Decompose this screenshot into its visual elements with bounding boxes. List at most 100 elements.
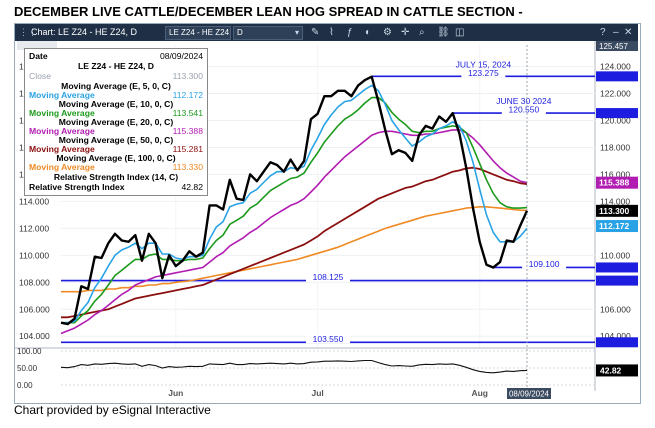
chevron-down-icon: ▾: [294, 28, 299, 37]
rsi-tick-label: 0.00: [17, 381, 33, 390]
level-value-bg: [501, 105, 546, 115]
top-value-label: 125.457: [599, 42, 628, 51]
chart-legend: Date 08/09/2024 LE Z24 - HE Z24, D Close…: [24, 48, 208, 196]
legend-study-value-row: Moving Average 113.541: [29, 108, 203, 118]
symbol-input[interactable]: LE Z24 - HE Z24: [165, 26, 231, 40]
help-icon[interactable]: ?: [600, 27, 606, 38]
legend-study-params: Moving Average (E, 50, 0, C): [58, 135, 174, 145]
level-value-label: 123.275: [468, 68, 499, 78]
legend-close-value: 113.300: [172, 71, 203, 81]
close-icon[interactable]: ✕: [624, 27, 633, 38]
level-value-label: 109.100: [529, 259, 560, 269]
legend-study-params: Moving Average (E, 100, 0, C): [56, 153, 176, 163]
level-value-bg: [461, 68, 506, 78]
y-tick-label-left: 106.000: [19, 304, 50, 314]
chart-type-icon[interactable]: ⌇: [329, 27, 334, 38]
top-value-ghost: [17, 41, 57, 50]
y-tick-label: 120.000: [600, 116, 631, 126]
legend-rsi-params: Relative Strength Index (14, C): [53, 172, 179, 182]
interval-select[interactable]: D ▾: [233, 26, 303, 40]
legend-study-value-row: Moving Average 115.281: [29, 144, 203, 154]
legend-title: LE Z24 - HE Z24, D: [78, 61, 154, 71]
crosshair-icon[interactable]: ✛: [401, 27, 410, 38]
x-tick-label: Aug: [471, 388, 488, 398]
level-axis-badge: [596, 262, 638, 273]
legend-rsi-row: Relative Strength Index 42.82: [29, 182, 203, 192]
y-tick-label-left: 104.000: [19, 331, 50, 341]
y-tick-label: 124.000: [600, 62, 631, 72]
price-badge: [596, 176, 638, 189]
y-tick-label-left: 112.000: [19, 223, 49, 233]
price-badge-label: 112.172: [599, 221, 630, 231]
level-value-label: 103.550: [313, 334, 344, 344]
y-tick-label: 118.000: [600, 142, 630, 152]
y-tick-label: 104.000: [600, 331, 631, 341]
legend-study-params: Moving Average (E, 10, 0, C): [58, 99, 174, 109]
zoom-icon[interactable]: ⌕: [419, 27, 425, 38]
rsi-tick-label: 50.00: [17, 364, 38, 373]
price-badge-label: 115.388: [599, 178, 630, 188]
indicator-icon[interactable]: ◐: [365, 27, 372, 38]
level-axis-badge: [596, 108, 638, 119]
level-date-label: JUNE 30 2024: [496, 96, 552, 106]
y-tick-label: 122.000: [600, 89, 631, 99]
level-value-label: 120.550: [508, 105, 539, 115]
y-tick-label: 114.000: [600, 196, 630, 206]
y-tick-label-left: 110.000: [19, 250, 49, 260]
level-axis-badge: [596, 71, 638, 82]
legend-date-value: 08/09/2024: [159, 51, 203, 61]
legend-study-params: Moving Average (E, 20, 0, C): [58, 117, 174, 127]
legend-study-value-row: Moving Average 112.172: [29, 90, 203, 100]
legend-date-row: Date 08/09/2024: [29, 51, 203, 61]
link-icon[interactable]: ⛓: [437, 27, 450, 38]
top-value-badge: [596, 41, 638, 51]
grip-icon: ⋮⋮: [19, 27, 37, 37]
symbol-value: LE Z24 - HE Z24: [169, 28, 230, 37]
chart-title-label: Chart: LE Z24 - HE Z24, D: [31, 27, 138, 37]
y-tick-label: 116.000: [600, 169, 630, 179]
y-tick-label-left: 108.000: [19, 277, 50, 287]
x-tick-label: Jun: [168, 388, 183, 398]
rsi-badge: [596, 364, 638, 377]
source-caption: Chart provided by eSignal Interactive: [14, 403, 211, 417]
rsi-tick-label: 100.00: [17, 347, 42, 356]
level-value-label: 108.125: [313, 272, 344, 282]
level-axis-badge: [596, 275, 638, 286]
page-heading: DECEMBER LIVE CATTLE/DECEMBER LEAN HOG S…: [14, 4, 523, 19]
settings-icon[interactable]: ⚙: [383, 27, 392, 38]
level-value-bg: [306, 334, 350, 344]
level-value-bg: [306, 272, 350, 282]
pencil-icon[interactable]: ✎: [311, 27, 320, 38]
minimize-icon[interactable]: –: [613, 27, 619, 38]
date-badge-label: 08/09/2024: [509, 390, 550, 399]
level-date-label: JULY 15, 2024: [456, 59, 512, 69]
x-tick-label: Jul: [311, 388, 323, 398]
legend-study-value-row: Moving Average 115.388: [29, 126, 203, 136]
legend-close-label: Close: [29, 71, 51, 81]
legend-title-row: LE Z24 - HE Z24, D: [29, 61, 203, 71]
legend-study-value-row: Moving Average 113.330: [29, 162, 203, 172]
price-badge-label: 113.300: [599, 206, 630, 216]
series-line-ma50: [61, 166, 528, 319]
y-tick-label-left: 114.000: [19, 196, 49, 206]
level-axis-badge: [596, 337, 638, 348]
series-line-ma20: [60, 129, 528, 335]
y-tick-label: 106.000: [600, 304, 631, 314]
chart-toolbar: ⋮⋮ Chart: LE Z24 - HE Z24, D LE Z24 - HE…: [15, 24, 638, 41]
level-value-bg: [522, 259, 567, 269]
rsi-line: [60, 359, 528, 374]
series-line-close: [60, 75, 529, 326]
price-badge: [596, 204, 638, 217]
camera-icon[interactable]: ◫: [455, 27, 465, 38]
interval-value: D: [237, 28, 243, 37]
legend-date-label: Date: [29, 51, 48, 61]
price-badge: [596, 220, 638, 233]
studies-icon[interactable]: ƒ: [347, 27, 353, 38]
legend-study-params: Moving Average (E, 5, 0, C): [61, 81, 171, 91]
y-tick-label: 110.000: [600, 250, 630, 260]
legend-close-row: Close 113.300: [29, 71, 203, 81]
date-badge: [507, 388, 551, 399]
series-line-ma100: [61, 206, 528, 293]
series-line-ma10: [61, 96, 528, 324]
rsi-badge-label: 42.82: [600, 365, 622, 375]
